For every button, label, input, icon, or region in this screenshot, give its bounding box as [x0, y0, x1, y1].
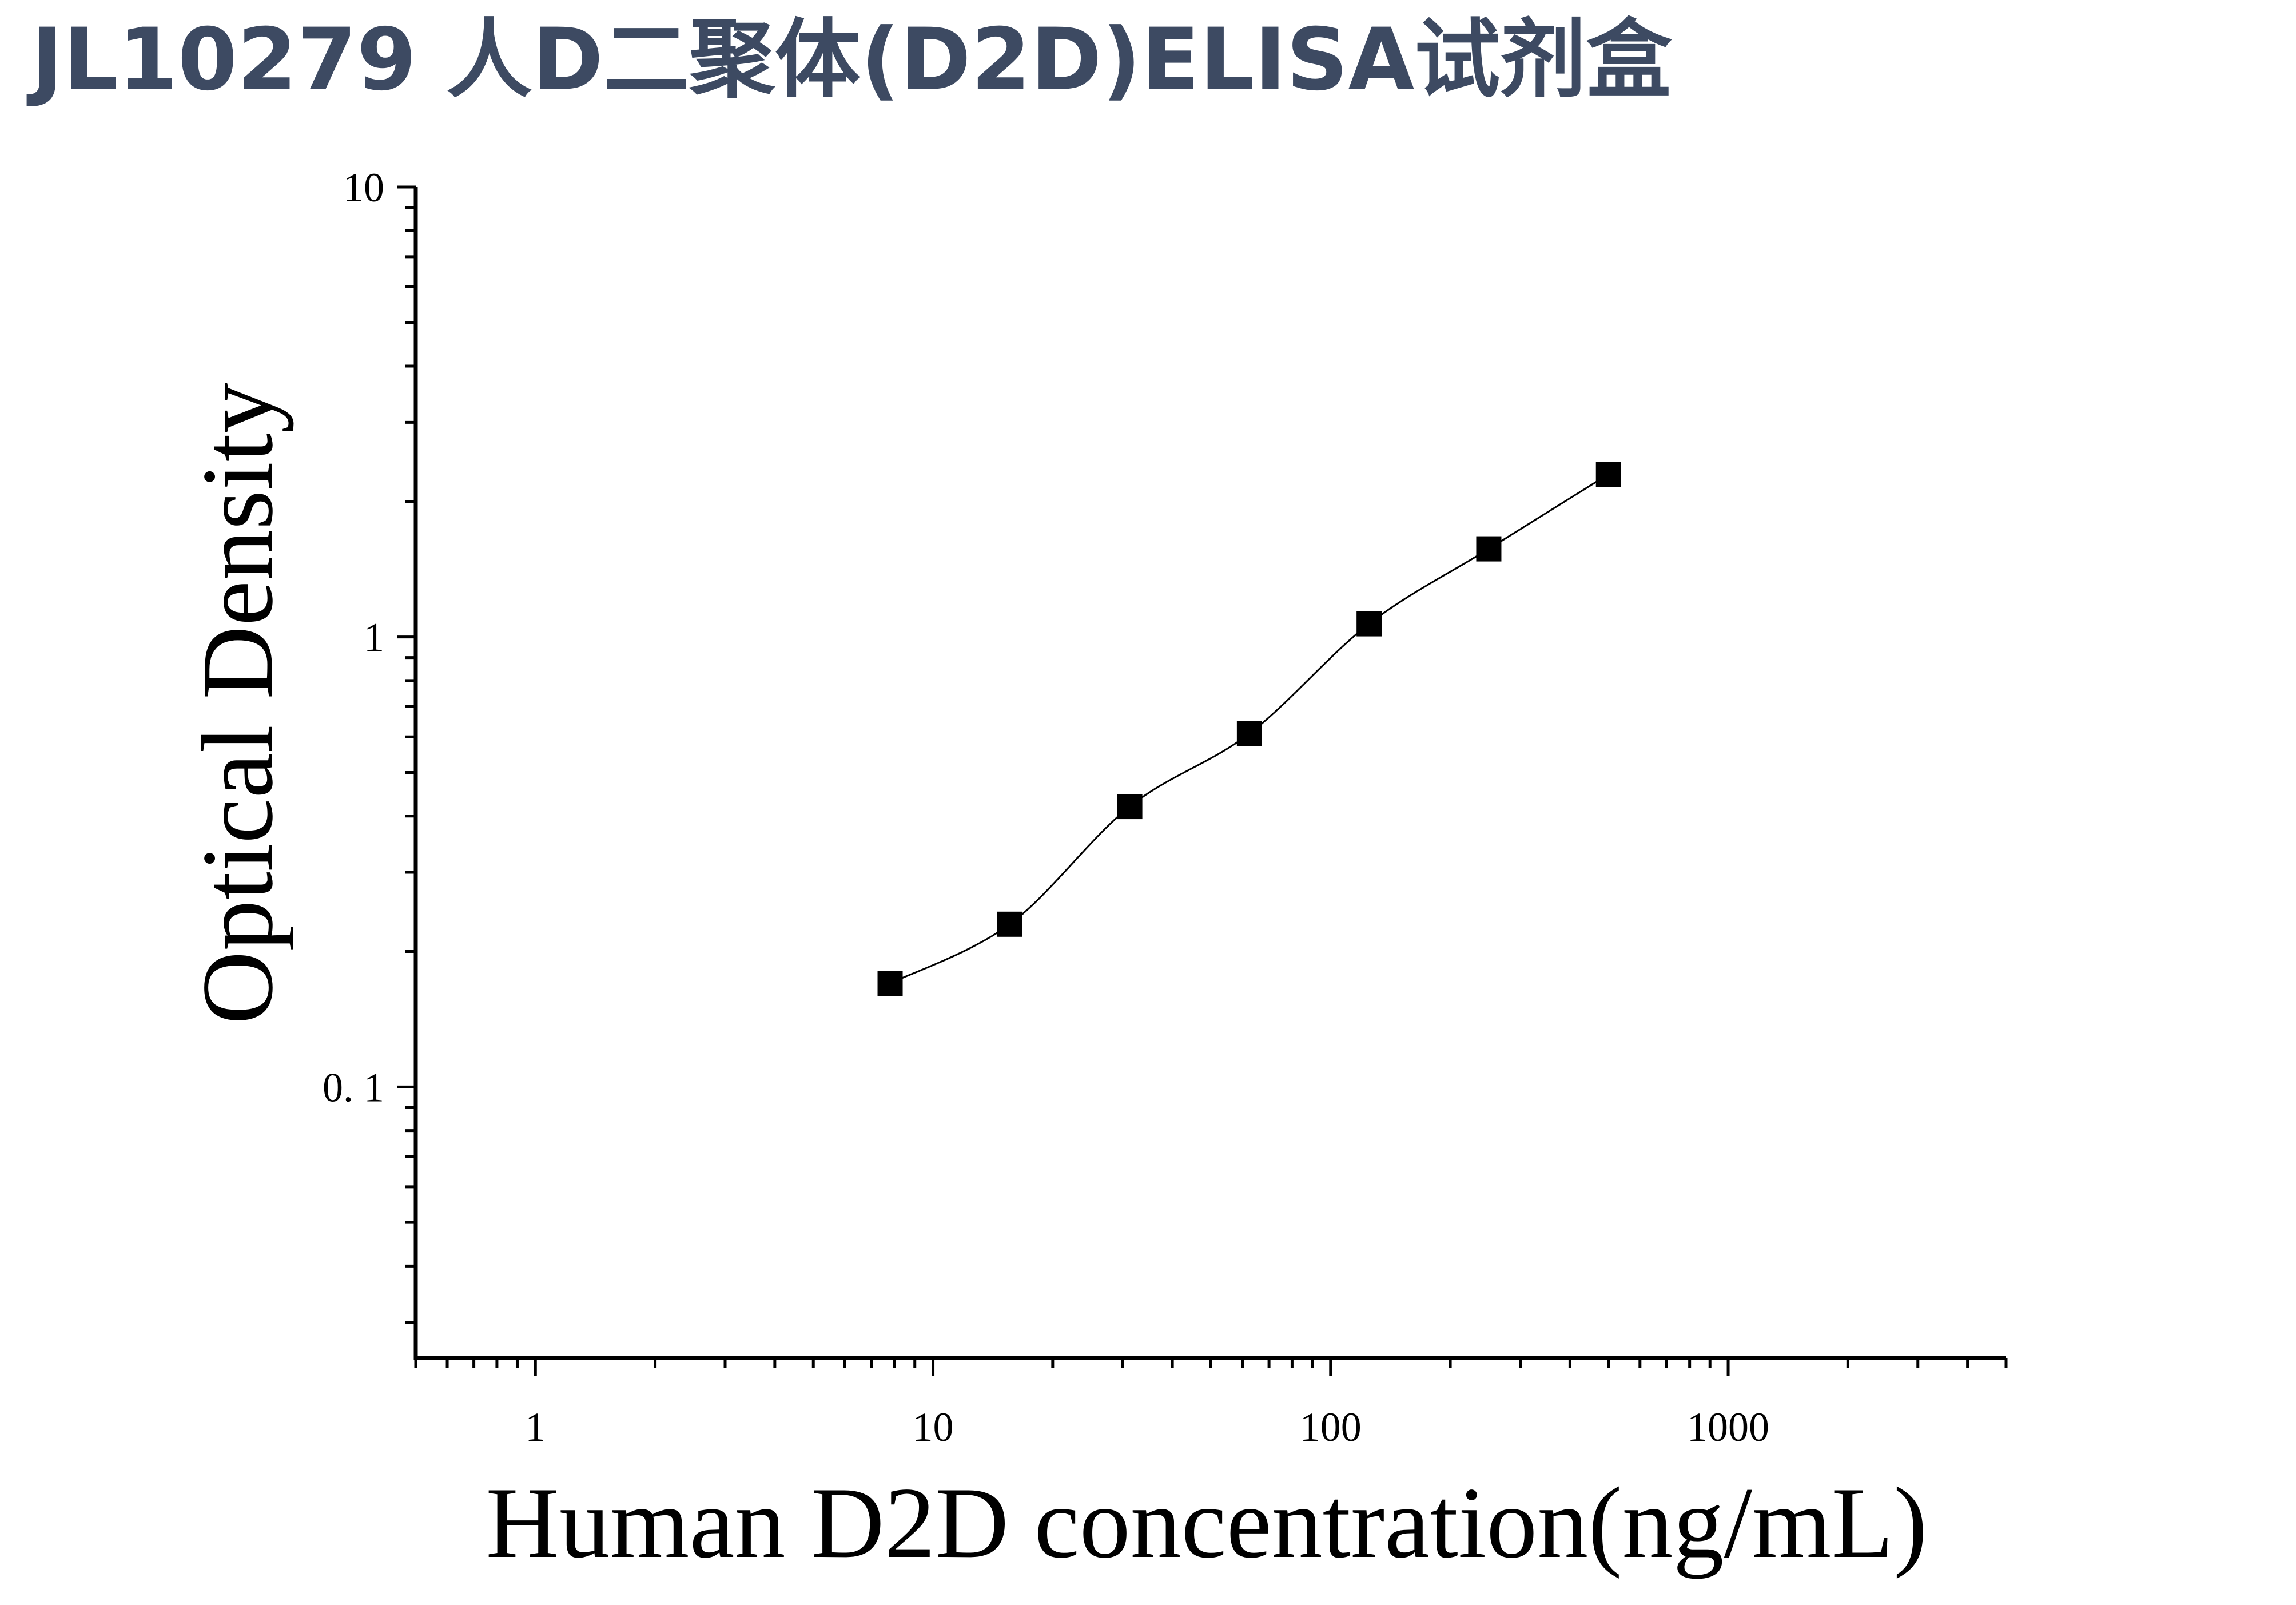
y-axis-title: Optical Density — [181, 383, 294, 1024]
x-tick-label: 100 — [1300, 1404, 1362, 1450]
data-point — [1476, 536, 1502, 562]
page-title: JL10279 人D二聚体(D2D)ELISA试剂盒 — [31, 10, 1672, 110]
data-point — [1117, 794, 1143, 820]
y-tick-label: 10 — [343, 165, 384, 210]
data-point — [1236, 721, 1262, 746]
x-tick-label: 10 — [913, 1404, 954, 1450]
data-point — [997, 911, 1022, 937]
data-point — [1356, 611, 1382, 637]
y-tick-label: 1 — [364, 615, 384, 661]
data-point — [877, 971, 903, 996]
data-point — [1595, 462, 1621, 487]
y-tick-label: 0. 1 — [323, 1064, 384, 1110]
x-tick-label: 1 — [525, 1404, 546, 1450]
x-tick-label: 1000 — [1687, 1404, 1769, 1450]
axes: 1 10 100 1000 0. 1 1 10 — [323, 165, 2008, 1450]
data-points — [877, 462, 1621, 996]
x-axis-title: Human D2D concentration(ng/mL) — [486, 1466, 1928, 1579]
